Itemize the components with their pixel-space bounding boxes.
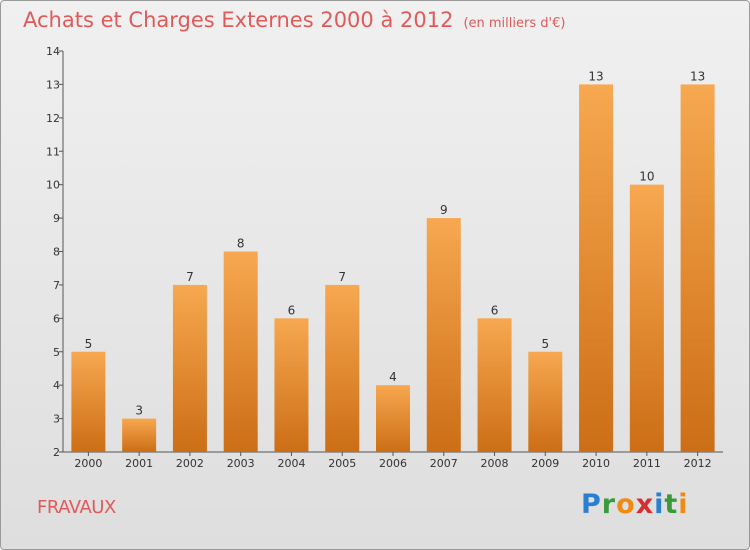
logo-letter: x xyxy=(635,489,655,520)
bar xyxy=(477,318,512,452)
x-tick-label: 2008 xyxy=(481,457,509,470)
data-label: 5 xyxy=(541,337,549,351)
y-tick-label: 11 xyxy=(46,145,60,158)
bar xyxy=(274,318,309,452)
x-tick-label: 2004 xyxy=(277,457,305,470)
data-label: 13 xyxy=(690,69,705,83)
bars: 5 2000 3 2001 7 2002 8 2003 6 2004 7 2005 4 2006 9 2007… xyxy=(71,69,715,470)
x-tick-label: 2005 xyxy=(328,457,356,470)
bar xyxy=(71,351,106,452)
y-tick-label: 2 xyxy=(53,446,60,459)
y-tick-label: 12 xyxy=(46,112,60,125)
y-tick-label: 10 xyxy=(46,179,60,192)
y-tick-label: 13 xyxy=(46,78,60,91)
bar xyxy=(376,385,410,452)
bar xyxy=(223,251,258,452)
y-tick-label: 14 xyxy=(46,45,60,58)
data-label: 10 xyxy=(639,170,654,184)
bar xyxy=(172,284,207,452)
logo-letter: r xyxy=(601,489,617,520)
x-tick-label: 2006 xyxy=(379,457,407,470)
data-label: 6 xyxy=(491,303,499,317)
bar xyxy=(680,84,715,453)
logo-letter: t xyxy=(664,489,679,520)
y-tick-label: 9 xyxy=(53,212,60,225)
x-tick-label: 2000 xyxy=(74,457,102,470)
logo-letter: o xyxy=(616,489,636,520)
data-label: 5 xyxy=(85,337,93,351)
bar xyxy=(426,218,461,452)
data-label: 9 xyxy=(440,203,448,217)
proxiti-logo: Proxiti xyxy=(581,489,689,520)
data-label: 7 xyxy=(338,270,346,284)
y-tick-label: 6 xyxy=(53,312,60,325)
bar xyxy=(325,284,360,452)
y-tick-label: 4 xyxy=(53,379,60,392)
commune-name: FRAVAUX xyxy=(37,497,116,518)
x-tick-label: 2007 xyxy=(430,457,458,470)
bar xyxy=(579,84,614,453)
data-label: 4 xyxy=(389,370,397,384)
x-tick-label: 2002 xyxy=(176,457,204,470)
bar xyxy=(122,418,157,452)
x-tick-label: 2010 xyxy=(582,457,610,470)
x-tick-label: 2003 xyxy=(227,457,255,470)
bar xyxy=(528,351,563,452)
y-tick-label: 5 xyxy=(53,346,60,359)
logo-letter: i xyxy=(654,489,665,520)
logo-letter: i xyxy=(678,489,689,520)
bar xyxy=(629,184,664,452)
x-tick-label: 2012 xyxy=(684,457,712,470)
chart-title: Achats et Charges Externes 2000 à 2012 (e… xyxy=(23,8,565,32)
logo-letter: P xyxy=(581,489,602,520)
data-label: 6 xyxy=(288,303,296,317)
x-tick-label: 2011 xyxy=(633,457,661,470)
x-tick-label: 2009 xyxy=(531,457,559,470)
y-tick-label: 7 xyxy=(53,279,60,292)
data-label: 8 xyxy=(237,237,245,251)
title-text: Achats et Charges Externes 2000 à 2012 xyxy=(23,8,454,32)
unit-label: (en milliers d'€) xyxy=(463,16,566,31)
data-label: 3 xyxy=(135,404,143,418)
y-tick-label: 3 xyxy=(53,413,60,426)
data-label: 7 xyxy=(186,270,194,284)
x-tick-label: 2001 xyxy=(125,457,153,470)
data-label: 13 xyxy=(588,69,603,83)
y-tick-label: 8 xyxy=(53,246,60,259)
